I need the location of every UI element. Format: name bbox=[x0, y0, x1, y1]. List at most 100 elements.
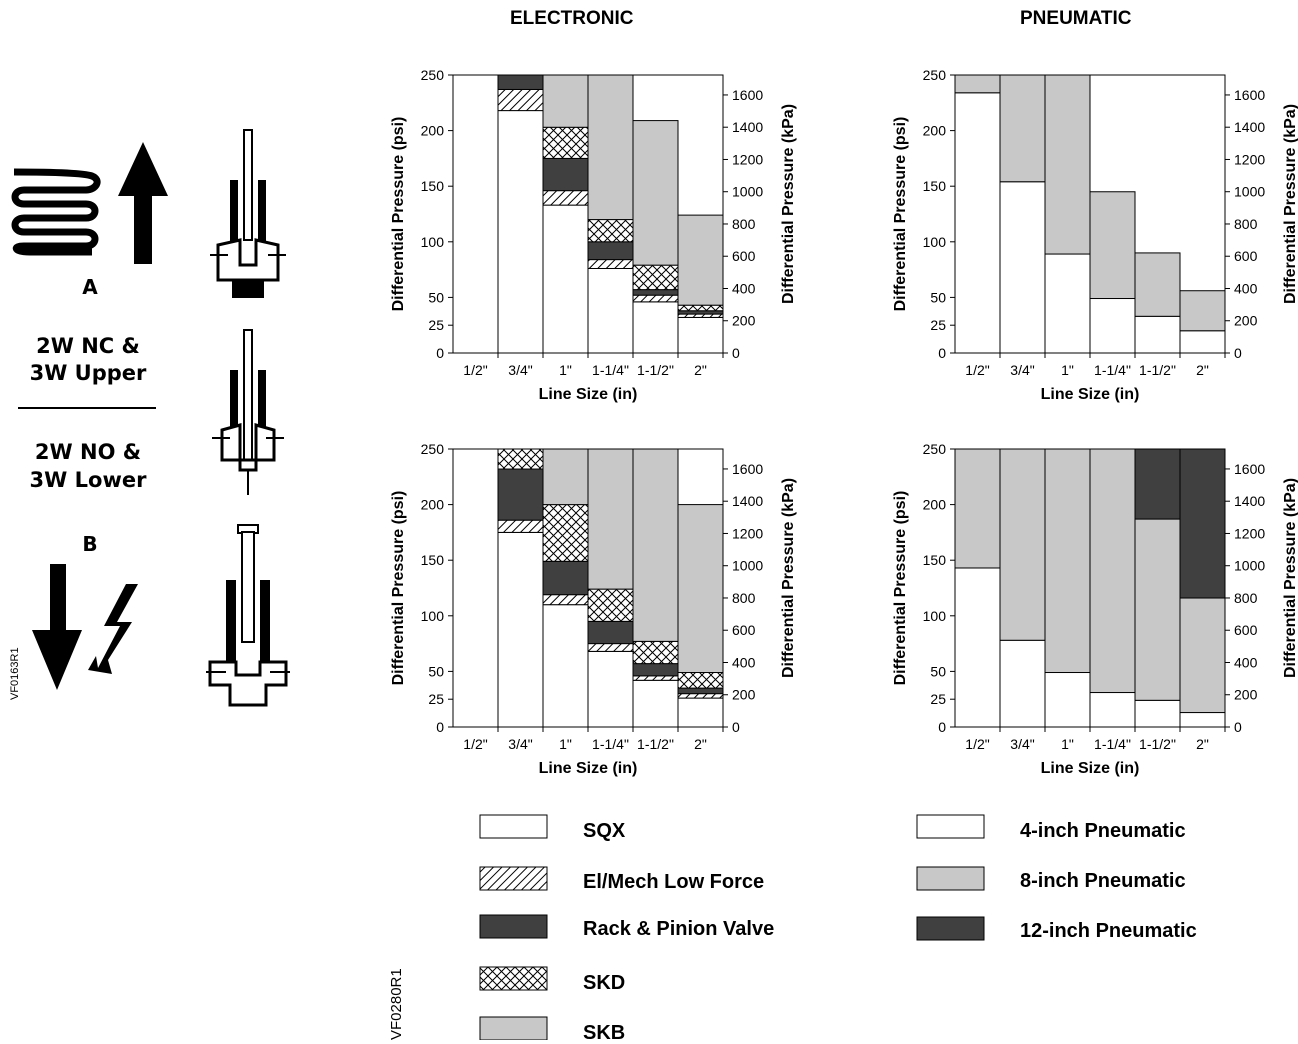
chart3-ytick-label-2: 50 bbox=[428, 663, 444, 679]
legend-label-elmech: El/Mech Low Force bbox=[583, 871, 764, 893]
chart4-ytick-label-3: 100 bbox=[923, 608, 947, 624]
chart4-bar-4-p4 bbox=[1134, 699, 1181, 728]
chart1-xlabel: Line Size (in) bbox=[539, 386, 638, 403]
chart2-y2tick-label-1: 200 bbox=[1234, 313, 1258, 329]
chart3-bar-1-elmech bbox=[497, 519, 544, 533]
chart3-bar-3-sqx bbox=[587, 650, 634, 728]
chart1-bar-5-rack bbox=[677, 310, 724, 315]
chart1-ylabel: Differential Pressure (psi) bbox=[390, 117, 407, 312]
chart2-bar-0-p8 bbox=[954, 74, 1001, 94]
chart3-bar-3-elmech bbox=[587, 643, 634, 652]
legend-swatch-skb bbox=[479, 1016, 548, 1040]
chart4-ytick-label-5: 200 bbox=[923, 497, 947, 513]
arrow-up-icon bbox=[118, 142, 168, 264]
chart3-bar-4-skb bbox=[632, 448, 679, 642]
chart3-bar-2-skb bbox=[542, 448, 589, 506]
chart3-xtick-label-1: 3/4" bbox=[508, 736, 532, 752]
charts-area: 0255010015020025002004006008001000120014… bbox=[390, 67, 1298, 777]
legend-pneumatic: 4-inch Pneumatic 8-inch Pneumatic 12-inc… bbox=[916, 814, 1197, 942]
chart2-ytick-label-0: 0 bbox=[938, 345, 946, 361]
chart1-bar-1-sqx bbox=[497, 110, 544, 354]
chart2-ytick-label-1: 25 bbox=[930, 317, 946, 333]
chart4-y2tick-label-8: 1600 bbox=[1234, 461, 1265, 477]
chart3-y2tick-label-1: 200 bbox=[732, 687, 756, 703]
chart1-bar-2-skb bbox=[542, 74, 589, 128]
legend-label-rack: Rack & Pinion Valve bbox=[583, 918, 774, 940]
valve-drawing-a-icon bbox=[210, 129, 286, 298]
chart4-bar-1-p4 bbox=[999, 639, 1046, 728]
chart2-bar-1-p4 bbox=[999, 181, 1046, 354]
chart1-bar-2-skd bbox=[542, 126, 589, 159]
chart4-bar-4-p12 bbox=[1134, 448, 1181, 520]
chart1-bar-1-rack bbox=[497, 74, 544, 90]
chart2-ylabel: Differential Pressure (psi) bbox=[892, 117, 909, 312]
chart1-xtick-label-0: 1/2" bbox=[463, 362, 487, 378]
chart3-bar-5-elmech bbox=[677, 693, 724, 699]
chart3-xtick-label-4: 1-1/2" bbox=[637, 736, 674, 752]
chart1-y2tick-label-5: 1000 bbox=[732, 184, 763, 200]
label-a: A bbox=[82, 275, 98, 299]
chart1-bar-4-elmech bbox=[632, 294, 679, 303]
chart2-bar-5-p8 bbox=[1179, 290, 1226, 332]
legend-swatch-rack bbox=[479, 914, 548, 939]
chart2-bar-2-p8 bbox=[1044, 74, 1091, 255]
chart1-y2tick-label-7: 1400 bbox=[732, 119, 763, 135]
chart1-xtick-label-4: 1-1/2" bbox=[637, 362, 674, 378]
chart4-ytick-label-4: 150 bbox=[923, 552, 947, 568]
chart4-xtick-label-5: 2" bbox=[1196, 736, 1209, 752]
chart3-ytick-label-0: 0 bbox=[436, 719, 444, 735]
chart3-bar-4-sqx bbox=[632, 679, 679, 728]
chart1-bar-5-sqx bbox=[677, 316, 724, 354]
chart3-ytick-label-5: 200 bbox=[421, 497, 445, 513]
lightning-icon bbox=[88, 584, 138, 674]
chart1-y2tick-label-3: 600 bbox=[732, 248, 756, 264]
chart3-bar-2-elmech bbox=[542, 594, 589, 606]
chart1-bar-1-elmech bbox=[497, 88, 544, 112]
chart3-bar-2-skd bbox=[542, 504, 589, 562]
chart3-xtick-label-0: 1/2" bbox=[463, 736, 487, 752]
chart2-ytick-label-5: 200 bbox=[923, 123, 947, 139]
chart3-bar-3-skd bbox=[587, 588, 634, 622]
chart3-bar-3-skb bbox=[587, 448, 634, 590]
chart4-bar-2-p8 bbox=[1044, 448, 1091, 674]
chart1-bar-5-elmech bbox=[677, 313, 724, 318]
chart4-ytick-label-0: 0 bbox=[938, 719, 946, 735]
chart2-xtick-label-2: 1" bbox=[1061, 362, 1074, 378]
chart4-ylabel2: Differential Pressure (kPa) bbox=[1282, 478, 1298, 678]
chart3-xlabel: Line Size (in) bbox=[539, 760, 638, 777]
chart4-ylabel: Differential Pressure (psi) bbox=[892, 491, 909, 686]
chart1-y2tick-label-8: 1600 bbox=[732, 87, 763, 103]
chart3-bar-2-sqx bbox=[542, 604, 589, 728]
chart1-xtick-label-2: 1" bbox=[559, 362, 572, 378]
chart1-y2tick-label-6: 1200 bbox=[732, 151, 763, 167]
chart4-y2tick-label-4: 800 bbox=[1234, 590, 1258, 606]
legend-swatch-p4 bbox=[916, 814, 985, 839]
chart2-xlabel: Line Size (in) bbox=[1041, 386, 1140, 403]
chart4-bar-5-p8 bbox=[1179, 597, 1226, 714]
nc-line1: 2W NC & bbox=[36, 334, 140, 358]
chart1-bar-5-skd bbox=[677, 304, 724, 312]
label-b: B bbox=[82, 532, 97, 556]
chart2-xtick-label-3: 1-1/4" bbox=[1094, 362, 1131, 378]
chart3-ylabel: Differential Pressure (psi) bbox=[390, 491, 407, 686]
chart3-ylabel2: Differential Pressure (kPa) bbox=[780, 478, 797, 678]
chart3-y2tick-label-3: 600 bbox=[732, 622, 756, 638]
chart1-bar-3-skb bbox=[587, 74, 634, 221]
chart1-bar-5-skb bbox=[677, 214, 724, 306]
valve-drawing-b-icon bbox=[206, 524, 290, 707]
chart3-bar-5-skb bbox=[677, 504, 724, 674]
chart3-xtick-label-3: 1-1/4" bbox=[592, 736, 629, 752]
chart3-bar-2-rack bbox=[542, 560, 589, 596]
chart3-y2tick-label-7: 1400 bbox=[732, 493, 763, 509]
valve-schematic-panel: A 2W NC & 3W Upper 2W NO & 3W Lower B VF… bbox=[9, 142, 168, 700]
chart1-ytick-label-3: 100 bbox=[421, 234, 445, 250]
chart2-xtick-label-4: 1-1/2" bbox=[1139, 362, 1176, 378]
chart4-y2tick-label-1: 200 bbox=[1234, 687, 1258, 703]
legend-label-skd: SKD bbox=[583, 972, 625, 994]
chart4-bar-5-p12 bbox=[1179, 448, 1226, 599]
legend-electronic: SQX El/Mech Low Force Rack & Pinion Valv… bbox=[479, 814, 774, 1040]
chart2-ytick-label-2: 50 bbox=[930, 289, 946, 305]
chart3-xtick-label-5: 2" bbox=[694, 736, 707, 752]
chart4-y2tick-label-3: 600 bbox=[1234, 622, 1258, 638]
chart4-bar-0-p4 bbox=[954, 567, 1001, 728]
